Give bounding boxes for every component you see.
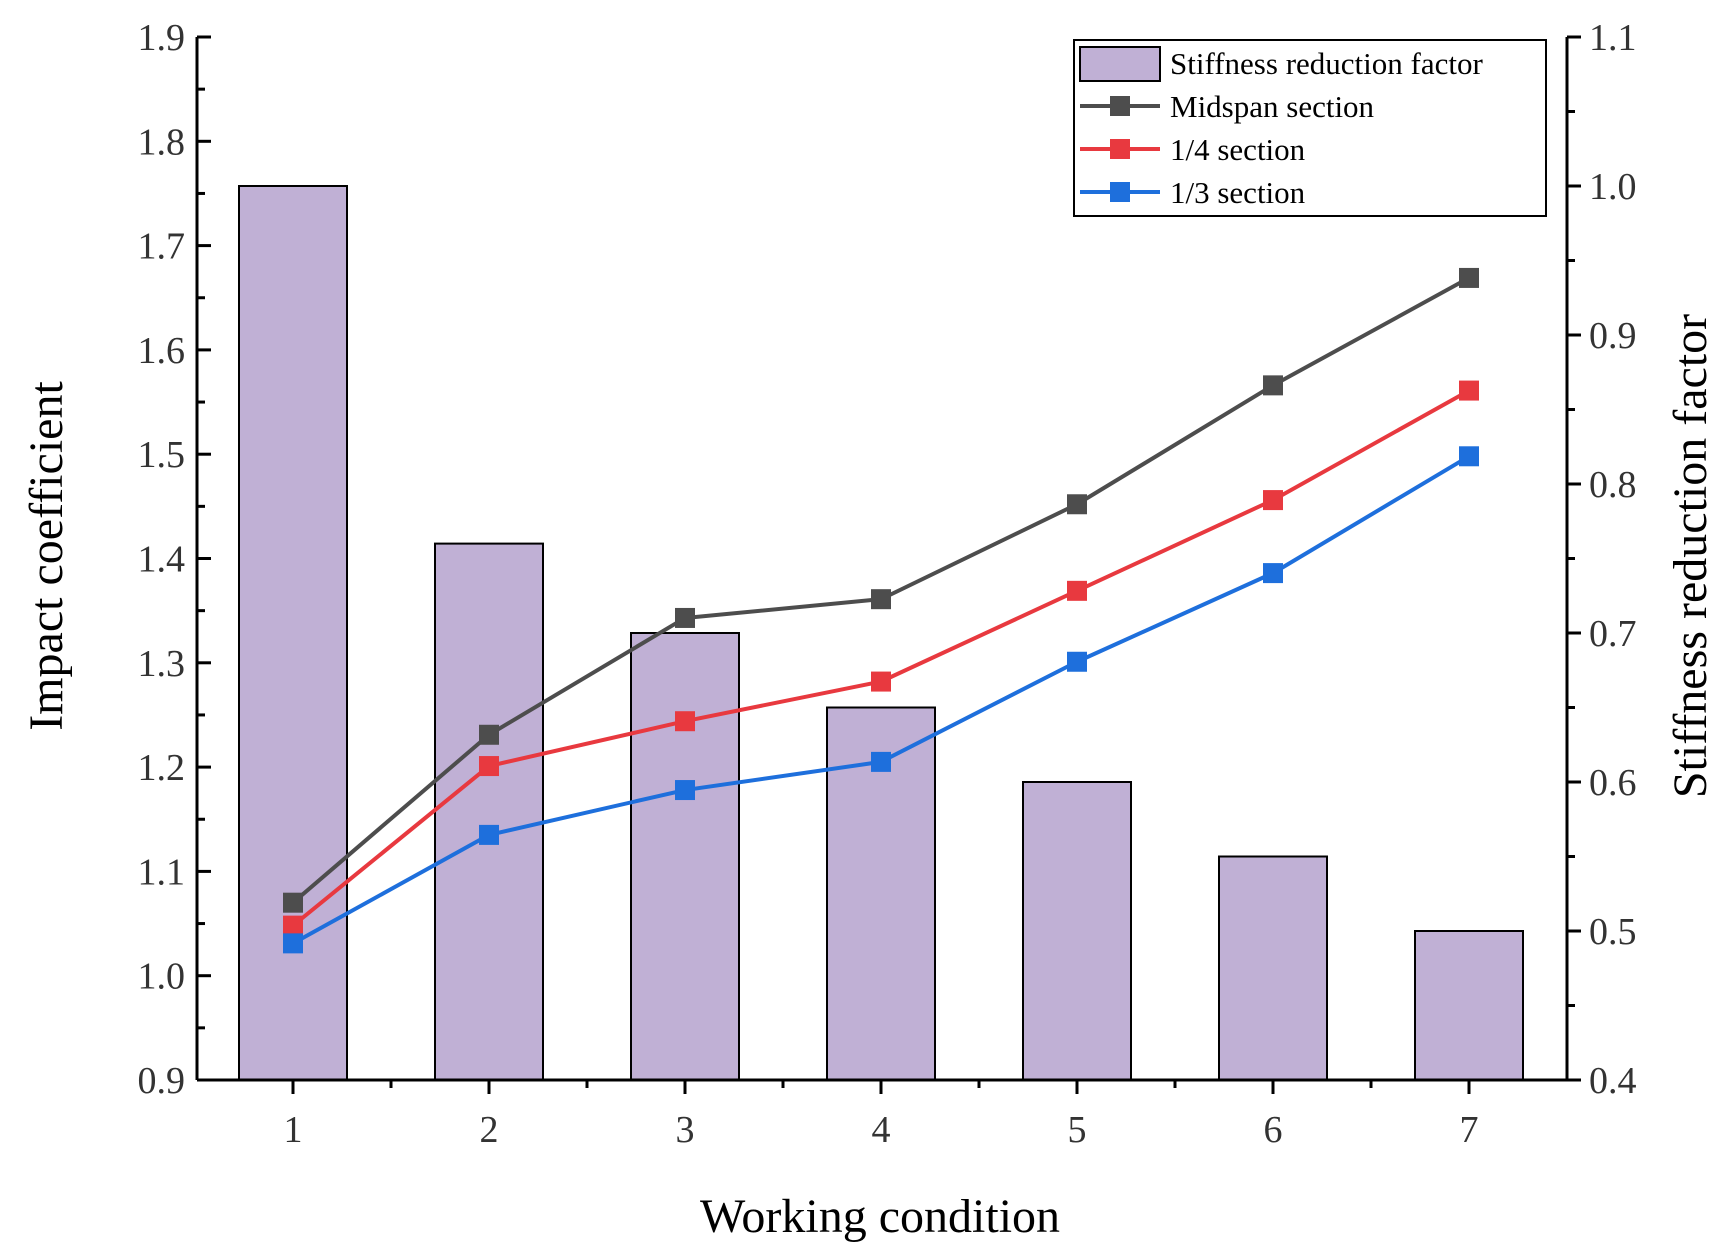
series-1-point-1 [283,915,303,936]
x-tick-label: 1 [284,1109,303,1151]
series-1-point-6 [1263,490,1283,511]
series-2-point-6 [1263,563,1283,584]
x-tick-label: 3 [676,1109,695,1151]
legend-label-quarter: 1/4 section [1170,132,1306,167]
x-tick-label: 7 [1460,1109,1479,1151]
bar-7 [1414,930,1524,1081]
y-tick-label: 1.6 [138,330,186,372]
bar-5 [1022,781,1132,1081]
series-1-point-4 [871,671,891,692]
y-tick-label: 1.9 [138,17,186,59]
y-tick-label: 1.3 [138,643,186,685]
legend-label-bars: Stiffness reduction factor [1170,46,1483,81]
x-tick-label: 6 [1264,1109,1283,1151]
legend-label-third: 1/3 section [1170,175,1306,210]
y-tick-label: 1.2 [138,747,186,789]
y2-tick-label: 0.6 [1589,762,1637,804]
legend-swatch-bars [1079,46,1161,82]
y2-tick-label: 1.0 [1589,166,1637,208]
series-2-point-7 [1459,446,1479,467]
series-0-point-4 [871,589,891,610]
legend: Stiffness reduction factor Midspan secti… [1073,39,1547,217]
series-0-point-5 [1067,494,1087,515]
x-tick-label: 4 [872,1109,891,1151]
y2-tick-label: 0.7 [1589,613,1637,655]
y2-tick-label: 0.8 [1589,464,1637,506]
y-axis-title: Impact coefficient [20,381,73,731]
y2-tick-label: 0.5 [1589,911,1637,953]
y-tick-label: 1.8 [138,121,186,163]
legend-marker-midspan [1110,96,1130,116]
y2-tick-label: 1.1 [1589,17,1637,59]
series-2-point-3 [675,780,695,801]
series-1-point-7 [1459,380,1479,401]
series-2-point-1 [283,933,303,954]
x-tick-label: 5 [1068,1109,1087,1151]
legend-box [1073,39,1547,217]
y-tick-label: 1.1 [138,851,186,893]
series-0-point-2 [479,724,499,745]
y2-axis-title: Stiffness reduction factor [1664,314,1717,798]
y2-tick-label: 0.9 [1589,315,1637,357]
lines-layer [283,267,1479,954]
legend-marker-quarter [1110,139,1130,159]
series-2-point-2 [479,824,499,845]
labels-layer: 0.9 1.0 1.1 1.2 1.3 1.4 1.5 1.6 1.7 1.8 1.9 0.4 0.5 0… [138,17,1637,1151]
axes-layer [195,35,1581,1094]
series-0-point-7 [1459,267,1479,288]
y-tick-label: 1.4 [138,539,186,581]
series-0-point-1 [283,892,303,913]
y-tick-label: 1.5 [138,434,186,476]
series-1-point-3 [675,711,695,732]
bar-2 [434,542,544,1081]
series-1-point-5 [1067,580,1087,601]
x-tick-label: 2 [480,1109,499,1151]
bar-6 [1218,855,1328,1081]
y-tick-label: 1.0 [138,956,186,998]
y-tick-label: 0.9 [138,1060,186,1102]
series-0-point-3 [675,607,695,628]
y-tick-label: 1.7 [138,226,186,268]
bar-3 [630,632,740,1081]
series-1-point-2 [479,756,499,777]
y2-tick-label: 0.4 [1589,1060,1637,1102]
series-2-point-4 [871,751,891,772]
legend-marker-third [1110,182,1130,202]
bars-layer [238,185,1524,1081]
series-2-point-5 [1067,651,1087,672]
legend-label-midspan: Midspan section [1170,89,1375,124]
x-axis-title: Working condition [700,1190,1060,1243]
series-0-point-6 [1263,375,1283,396]
